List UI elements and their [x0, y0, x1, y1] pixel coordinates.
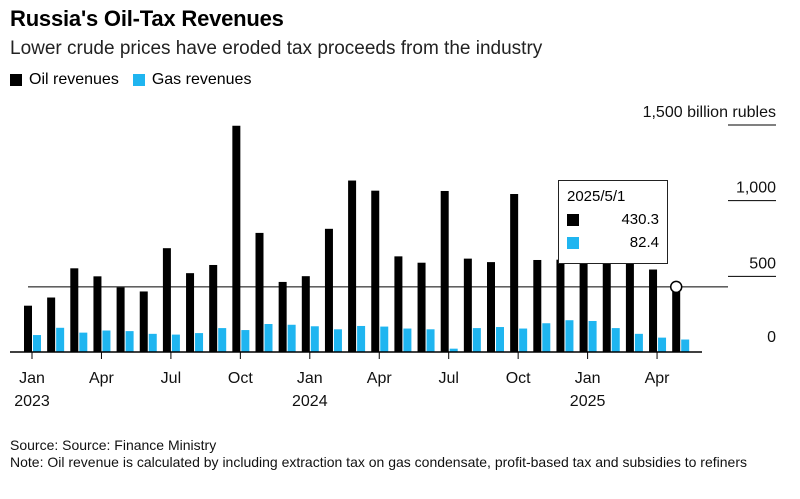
bar-oil [649, 269, 658, 352]
x-tick-label: Jul [438, 370, 458, 387]
x-tick-label: Jan [575, 370, 601, 387]
bar-gas [380, 326, 389, 352]
x-tick-label: Jan [19, 370, 45, 387]
bar-gas [357, 325, 366, 352]
bar-oil [47, 297, 56, 352]
hover-tooltip: 2025/5/1 430.3 82.4 [558, 180, 668, 264]
bar-oil [440, 190, 449, 352]
x-tick-label: Jul [161, 370, 181, 387]
bar-oil [324, 228, 333, 352]
tooltip-row-oil: 430.3 [567, 211, 659, 228]
legend-swatch-gas [132, 74, 145, 86]
bar-gas [403, 328, 412, 352]
bar-oil [394, 256, 403, 352]
y-tick-label: 0 [767, 329, 776, 346]
bar-gas [565, 320, 574, 352]
bar-gas [588, 320, 597, 352]
bar-gas [287, 324, 296, 352]
legend-item-oil: Oil revenues [10, 71, 119, 89]
x-tick-label: Oct [506, 370, 531, 387]
bar-oil [186, 273, 195, 352]
bar-gas [449, 348, 458, 352]
legend-label-gas: Gas revenues [151, 71, 252, 88]
x-tick-label: Oct [228, 370, 253, 387]
bar-gas [79, 332, 88, 352]
x-tick-year-label: 2024 [292, 393, 328, 410]
chart-title: Russia's Oil-Tax Revenues [10, 6, 284, 31]
bar-oil [602, 259, 611, 352]
bar-gas [171, 334, 180, 352]
bar-oil [139, 291, 148, 352]
bar-oil [93, 276, 102, 352]
x-tick-label: Apr [645, 370, 671, 387]
bar-gas [611, 328, 620, 352]
legend-swatch-oil [10, 74, 22, 86]
y-tick-label: 1,500 billion rubles [643, 104, 776, 121]
tooltip-value-gas: 82.4 [629, 234, 659, 251]
tooltip-date: 2025/5/1 [567, 188, 626, 205]
bar-gas [125, 331, 134, 352]
bar-gas [264, 324, 273, 352]
tooltip-value-oil: 430.3 [621, 211, 659, 228]
source-note: Source: Source: Finance Ministry [10, 437, 217, 453]
bar-oil [255, 232, 264, 352]
bar-gas [195, 333, 204, 352]
bar-oil [625, 259, 634, 352]
bar-gas [658, 337, 667, 352]
bar-gas [542, 323, 551, 352]
bar-gas [426, 329, 435, 352]
bar-oil [348, 180, 357, 352]
bar-gas [519, 328, 528, 352]
bar-oil [70, 268, 79, 352]
bar-oil [463, 258, 472, 352]
bar-gas [310, 326, 319, 352]
y-tick-label: 1,000 [736, 180, 776, 197]
x-tick-year-label: 2025 [570, 393, 606, 410]
bar-oil [232, 125, 241, 352]
bar-oil [24, 305, 32, 352]
bar-oil [417, 262, 426, 352]
bar-gas [241, 330, 250, 352]
bar-oil [162, 248, 171, 352]
bar-gas [56, 327, 65, 352]
tooltip-row-gas: 82.4 [567, 234, 659, 251]
bar-oil [371, 190, 380, 352]
legend: Oil revenues Gas revenues [10, 71, 265, 89]
bar-oil [556, 259, 565, 352]
x-tick-label: Jan [297, 370, 323, 387]
bar-gas [33, 335, 41, 352]
bar-gas [681, 339, 690, 352]
bar-oil [510, 194, 519, 352]
bar-gas [148, 333, 157, 352]
bar-oil [278, 281, 287, 352]
bar-gas [472, 328, 481, 352]
bar-oil [209, 264, 218, 352]
methodology-note: Note: Oil revenue is calculated by inclu… [10, 454, 747, 470]
chart-subtitle: Lower crude prices have eroded tax proce… [10, 38, 543, 59]
bar-gas [333, 329, 342, 352]
hover-marker [669, 280, 683, 294]
legend-item-gas: Gas revenues [132, 71, 252, 89]
bar-oil [579, 259, 588, 352]
tooltip-swatch-oil [567, 213, 579, 226]
bar-gas [218, 328, 227, 352]
bar-gas [496, 327, 504, 352]
bar-oil [672, 286, 681, 352]
x-tick-label: Apr [89, 370, 115, 387]
bar-oil [301, 276, 310, 352]
footer: Source: Source: Finance Ministry Note: O… [10, 437, 770, 471]
bar-oil [533, 259, 542, 352]
tooltip-swatch-gas [567, 236, 579, 249]
bar-gas [634, 333, 643, 352]
x-tick-year-label: 2023 [14, 393, 50, 410]
bar-oil [116, 287, 125, 352]
x-tick-label: Apr [367, 370, 393, 387]
bar-gas [102, 330, 111, 352]
y-tick-label: 500 [749, 255, 776, 272]
legend-label-oil: Oil revenues [29, 71, 119, 88]
bar-oil [487, 262, 495, 352]
